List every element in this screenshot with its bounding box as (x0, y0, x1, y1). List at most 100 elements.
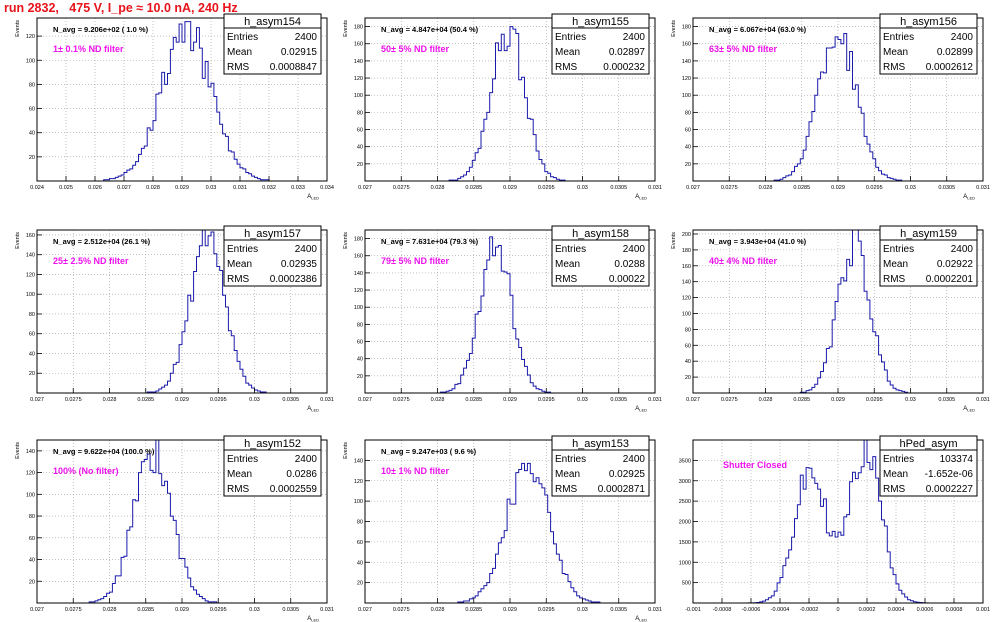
stats-hist-name: h_asym153 (572, 438, 629, 450)
x-tick-label: -0.0008 (713, 607, 732, 613)
y-tick-label: 80 (357, 520, 363, 526)
x-tick-label: 0.029 (831, 397, 845, 403)
stats-value: 0.0008847 (270, 62, 318, 73)
filter-label: 1± 0.1% ND filter (53, 44, 124, 54)
x-tick-label: 0.0295 (538, 607, 555, 613)
stats-hist-name: h_asym158 (572, 228, 629, 240)
x-tick-label: 0.0004 (888, 607, 905, 613)
x-tick-label: 0.0285 (793, 185, 810, 191)
x-tick-label: 0.029 (503, 185, 517, 191)
x-tick-label: 0.0285 (465, 185, 482, 191)
x-tick-label: 0.031 (233, 185, 247, 191)
stats-label: RMS (227, 274, 250, 285)
histogram-panel: 0.027 0.0275 0.028 0.0285 0.029 0.0295 0.03 0.0… (343, 225, 662, 413)
x-tick-label: 0.03 (577, 607, 588, 613)
navg-label: N_avg = 6.067e+04 (63.0 %) (709, 25, 807, 34)
stats-label: RMS (555, 62, 578, 73)
stats-value: 0.000232 (603, 62, 645, 73)
y-tick-label: 40 (29, 131, 35, 137)
x-tick-label: 0.0305 (282, 397, 299, 403)
y-tick-label: 80 (685, 327, 691, 333)
stats-value: 2400 (951, 32, 974, 43)
x-tick-label: 0.027 (30, 607, 44, 613)
stats-value: -1.652e-06 (925, 469, 974, 480)
stats-hist-name: h_asym152 (244, 438, 301, 450)
y-tick-label: 40 (29, 558, 35, 564)
stats-box (223, 13, 322, 75)
x-axis-label: ALED (963, 194, 975, 201)
y-tick-label: 80 (29, 514, 35, 520)
x-tick-label: 0.0305 (938, 185, 955, 191)
stats-value: 2400 (295, 244, 318, 255)
x-tick-label: 0.033 (291, 185, 305, 191)
y-tick-label: 40 (357, 145, 363, 151)
navg-label: N_avg = 2.512e+04 (26.1 %) (53, 237, 151, 246)
y-tick-label: 100 (26, 492, 35, 498)
y-tick-label: 120 (26, 34, 35, 40)
stats-value: 0.0002612 (926, 62, 974, 73)
navg-label: N_avg = 7.631e+04 (79.3 %) (381, 237, 479, 246)
y-tick-label: 80 (29, 82, 35, 88)
stats-label: Entries (555, 244, 586, 255)
y-tick-label: 120 (354, 76, 363, 82)
y-tick-label: 100 (26, 292, 35, 298)
x-tick-label: 0.029 (175, 185, 189, 191)
stats-label: Entries (227, 32, 258, 43)
y-tick-label: 80 (357, 110, 363, 116)
x-tick-label: 0.028 (431, 185, 445, 191)
stats-label: Mean (227, 47, 252, 58)
x-tick-label: -0.001 (685, 607, 701, 613)
stats-value: 2400 (623, 244, 646, 255)
y-tick-label: 200 (682, 232, 691, 238)
x-tick-label: 0.026 (88, 185, 102, 191)
y-tick-label: 140 (26, 449, 35, 455)
stats-box (551, 225, 650, 287)
x-tick-label: 0.0295 (210, 607, 227, 613)
y-tick-label: 20 (357, 374, 363, 380)
x-tick-label: 0.025 (59, 185, 73, 191)
x-tick-label: 0.028 (431, 607, 445, 613)
stats-label: RMS (883, 274, 906, 285)
stats-value: 0.00022 (609, 274, 646, 285)
x-tick-label: 0.029 (831, 185, 845, 191)
stats-value: 0.02915 (281, 47, 318, 58)
navg-label: N_avg = 9.206e+02 ( 1.0 %) (53, 25, 149, 34)
histogram-panel: 0.024 0.025 0.026 0.027 0.028 0.029 0.03 0.031 0… (15, 13, 334, 201)
y-tick-label: 20 (685, 375, 691, 381)
x-tick-label: 0.0285 (465, 607, 482, 613)
filter-label: 100% (No filter) (53, 466, 119, 476)
navg-label: N_avg = 4.847e+04 (50.4 %) (381, 25, 479, 34)
stats-hist-name: h_asym157 (244, 228, 301, 240)
stats-value: 0.0002559 (270, 484, 318, 495)
stats-value: 2400 (295, 454, 318, 465)
x-tick-label: 0.027 (686, 185, 700, 191)
filter-label: Shutter Closed (723, 460, 787, 470)
y-tick-label: 60 (29, 107, 35, 113)
histogram-bins (693, 439, 983, 604)
x-tick-label: 0.0305 (938, 397, 955, 403)
filter-label: 50± 5% ND filter (381, 44, 449, 54)
x-tick-label: 0.028 (103, 397, 117, 403)
y-tick-label: 500 (682, 581, 691, 587)
x-tick-label: 0.027 (358, 607, 372, 613)
stats-hist-name: h_asym159 (900, 228, 957, 240)
stats-label: RMS (555, 274, 578, 285)
x-tick-label: 0.027 (358, 397, 372, 403)
navg-label: N_avg = 9.622e+04 (100.0 %) (53, 447, 155, 456)
x-axis-label: ALED (963, 406, 975, 413)
stats-label: Mean (883, 259, 908, 270)
filter-label: 79± 5% ND filter (381, 256, 449, 266)
stats-label: Entries (227, 244, 258, 255)
x-tick-label: 0 (836, 607, 839, 613)
y-axis-label: Events (343, 442, 349, 459)
x-tick-label: 0.03 (577, 185, 588, 191)
y-tick-label: 120 (354, 479, 363, 485)
stats-value: 0.0288 (614, 259, 645, 270)
y-tick-label: 100 (354, 305, 363, 311)
filter-label: 40± 4% ND filter (709, 256, 777, 266)
x-tick-label: 0.032 (262, 185, 276, 191)
stats-label: Mean (883, 47, 908, 58)
stats-label: Mean (555, 259, 580, 270)
x-axis-label: ALED (635, 406, 647, 413)
x-tick-label: 0.031 (320, 397, 334, 403)
